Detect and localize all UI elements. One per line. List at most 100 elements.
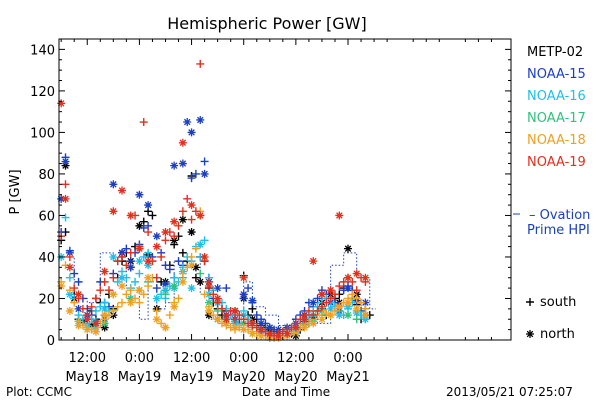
point-noaa-18-south: [165, 311, 174, 320]
point-noaa-19-south: [87, 302, 96, 311]
y-tick-label: 120: [30, 85, 55, 100]
point-noaa-19-south: [170, 232, 179, 241]
point-noaa-19-south: [61, 180, 70, 189]
point-noaa-19-north: [178, 138, 187, 147]
point-noaa-18-north: [83, 325, 92, 334]
point-noaa-17-south: [196, 269, 205, 278]
point-noaa-19-north: [213, 294, 222, 303]
point-noaa-15-south: [70, 269, 79, 278]
point-noaa-18-north: [118, 282, 127, 291]
point-noaa-18-south: [118, 298, 127, 307]
point-noaa-19-south: [235, 311, 244, 320]
point-noaa-19-south: [91, 294, 100, 303]
point-noaa-19-south: [217, 304, 226, 313]
point-noaa-19-south: [161, 236, 170, 245]
point-noaa-18-south: [157, 319, 166, 328]
point-noaa-16-north: [135, 257, 144, 266]
point-noaa-16-south: [144, 248, 153, 257]
point-noaa-15-north: [248, 296, 257, 305]
y-tick-label: 60: [38, 209, 55, 224]
point-noaa-18-south: [191, 244, 200, 253]
point-noaa-19-north: [300, 315, 309, 324]
point-noaa-18-south: [139, 290, 148, 299]
point-metp-02-north: [196, 277, 205, 286]
point-noaa-19-south: [139, 118, 148, 127]
point-noaa-19-north: [335, 211, 344, 220]
x-tick-label-time: 0:00: [333, 351, 362, 366]
point-noaa-18-north: [91, 327, 100, 336]
point-noaa-18-south: [200, 290, 209, 299]
point-noaa-19-south: [239, 315, 248, 324]
point-noaa-19-south: [70, 284, 79, 293]
point-noaa-16-south: [135, 269, 144, 278]
legend-star-icon: [526, 330, 534, 338]
point-noaa-18-south: [144, 282, 153, 291]
point-noaa-16-south: [113, 277, 122, 286]
chart-title: Hemispheric Power [GW]: [167, 14, 366, 33]
point-noaa-15-north: [239, 290, 248, 299]
point-noaa-19-south: [96, 286, 105, 295]
x-tick-label-date: May20: [222, 370, 265, 385]
point-noaa-15-south: [139, 223, 148, 232]
point-noaa-15-south: [74, 277, 83, 286]
point-noaa-18-south: [174, 294, 183, 303]
x-tick-label-date: May21: [326, 370, 369, 385]
point-noaa-18-north: [317, 315, 326, 324]
point-metp-02-south: [191, 273, 200, 282]
x-axis-label: Date and Time: [242, 385, 330, 399]
point-noaa-19-south: [209, 290, 218, 299]
point-noaa-18-north: [344, 298, 353, 307]
point-noaa-19-south: [126, 248, 135, 257]
point-noaa-15-north: [161, 279, 170, 288]
point-noaa-15-north: [196, 115, 205, 124]
point-noaa-15-north: [170, 161, 179, 170]
point-noaa-18-south: [131, 294, 140, 303]
point-noaa-16-south: [65, 273, 74, 282]
point-noaa-15-north: [344, 284, 353, 293]
point-metp-02-north: [178, 215, 187, 224]
point-noaa-16-north: [161, 286, 170, 295]
point-noaa-16-south: [139, 252, 148, 261]
point-noaa-19-north: [100, 267, 109, 276]
point-metp-02-north: [109, 311, 118, 320]
point-noaa-19-south: [157, 252, 166, 261]
point-noaa-19-north: [257, 325, 266, 334]
point-noaa-16-north: [152, 294, 161, 303]
point-noaa-18-south: [352, 294, 361, 303]
point-noaa-19-north: [344, 273, 353, 282]
point-noaa-17-south: [161, 290, 170, 299]
point-noaa-18-north: [126, 298, 135, 307]
point-noaa-16-north: [196, 240, 205, 249]
y-tick-label: 20: [38, 292, 55, 307]
point-noaa-19-south: [304, 306, 313, 315]
point-noaa-15-north: [265, 323, 274, 332]
point-noaa-15-north: [57, 194, 66, 203]
point-noaa-16-south: [91, 306, 100, 315]
legend-ovation-label-line2: Prime HPI: [527, 223, 590, 238]
point-noaa-16-north: [239, 311, 248, 320]
point-metp-02-south: [178, 248, 187, 257]
point-noaa-19-south: [352, 286, 361, 295]
point-noaa-19-north: [74, 290, 83, 299]
x-tick-label-time: 0:00: [229, 351, 258, 366]
point-noaa-19-north: [187, 201, 196, 210]
point-noaa-15-north: [109, 180, 118, 189]
point-noaa-19-north: [170, 217, 179, 226]
legend-item-noaa-17: NOAA-17: [527, 111, 586, 126]
point-noaa-19-north: [57, 99, 66, 108]
point-noaa-19-north: [83, 315, 92, 324]
point-noaa-15-south: [313, 294, 322, 303]
x-tick-label-time: 12:00: [173, 351, 210, 366]
point-noaa-18-south: [152, 306, 161, 315]
point-noaa-15-north: [118, 248, 127, 257]
point-noaa-16-north: [109, 252, 118, 261]
point-noaa-19-north: [204, 282, 213, 291]
point-noaa-19-south: [183, 194, 192, 203]
point-noaa-16-north: [204, 290, 213, 299]
point-noaa-19-south: [152, 273, 161, 282]
point-noaa-18-south: [357, 298, 366, 307]
point-noaa-19-north: [248, 319, 257, 328]
point-noaa-18-north: [257, 331, 266, 340]
point-noaa-15-north: [309, 298, 318, 307]
